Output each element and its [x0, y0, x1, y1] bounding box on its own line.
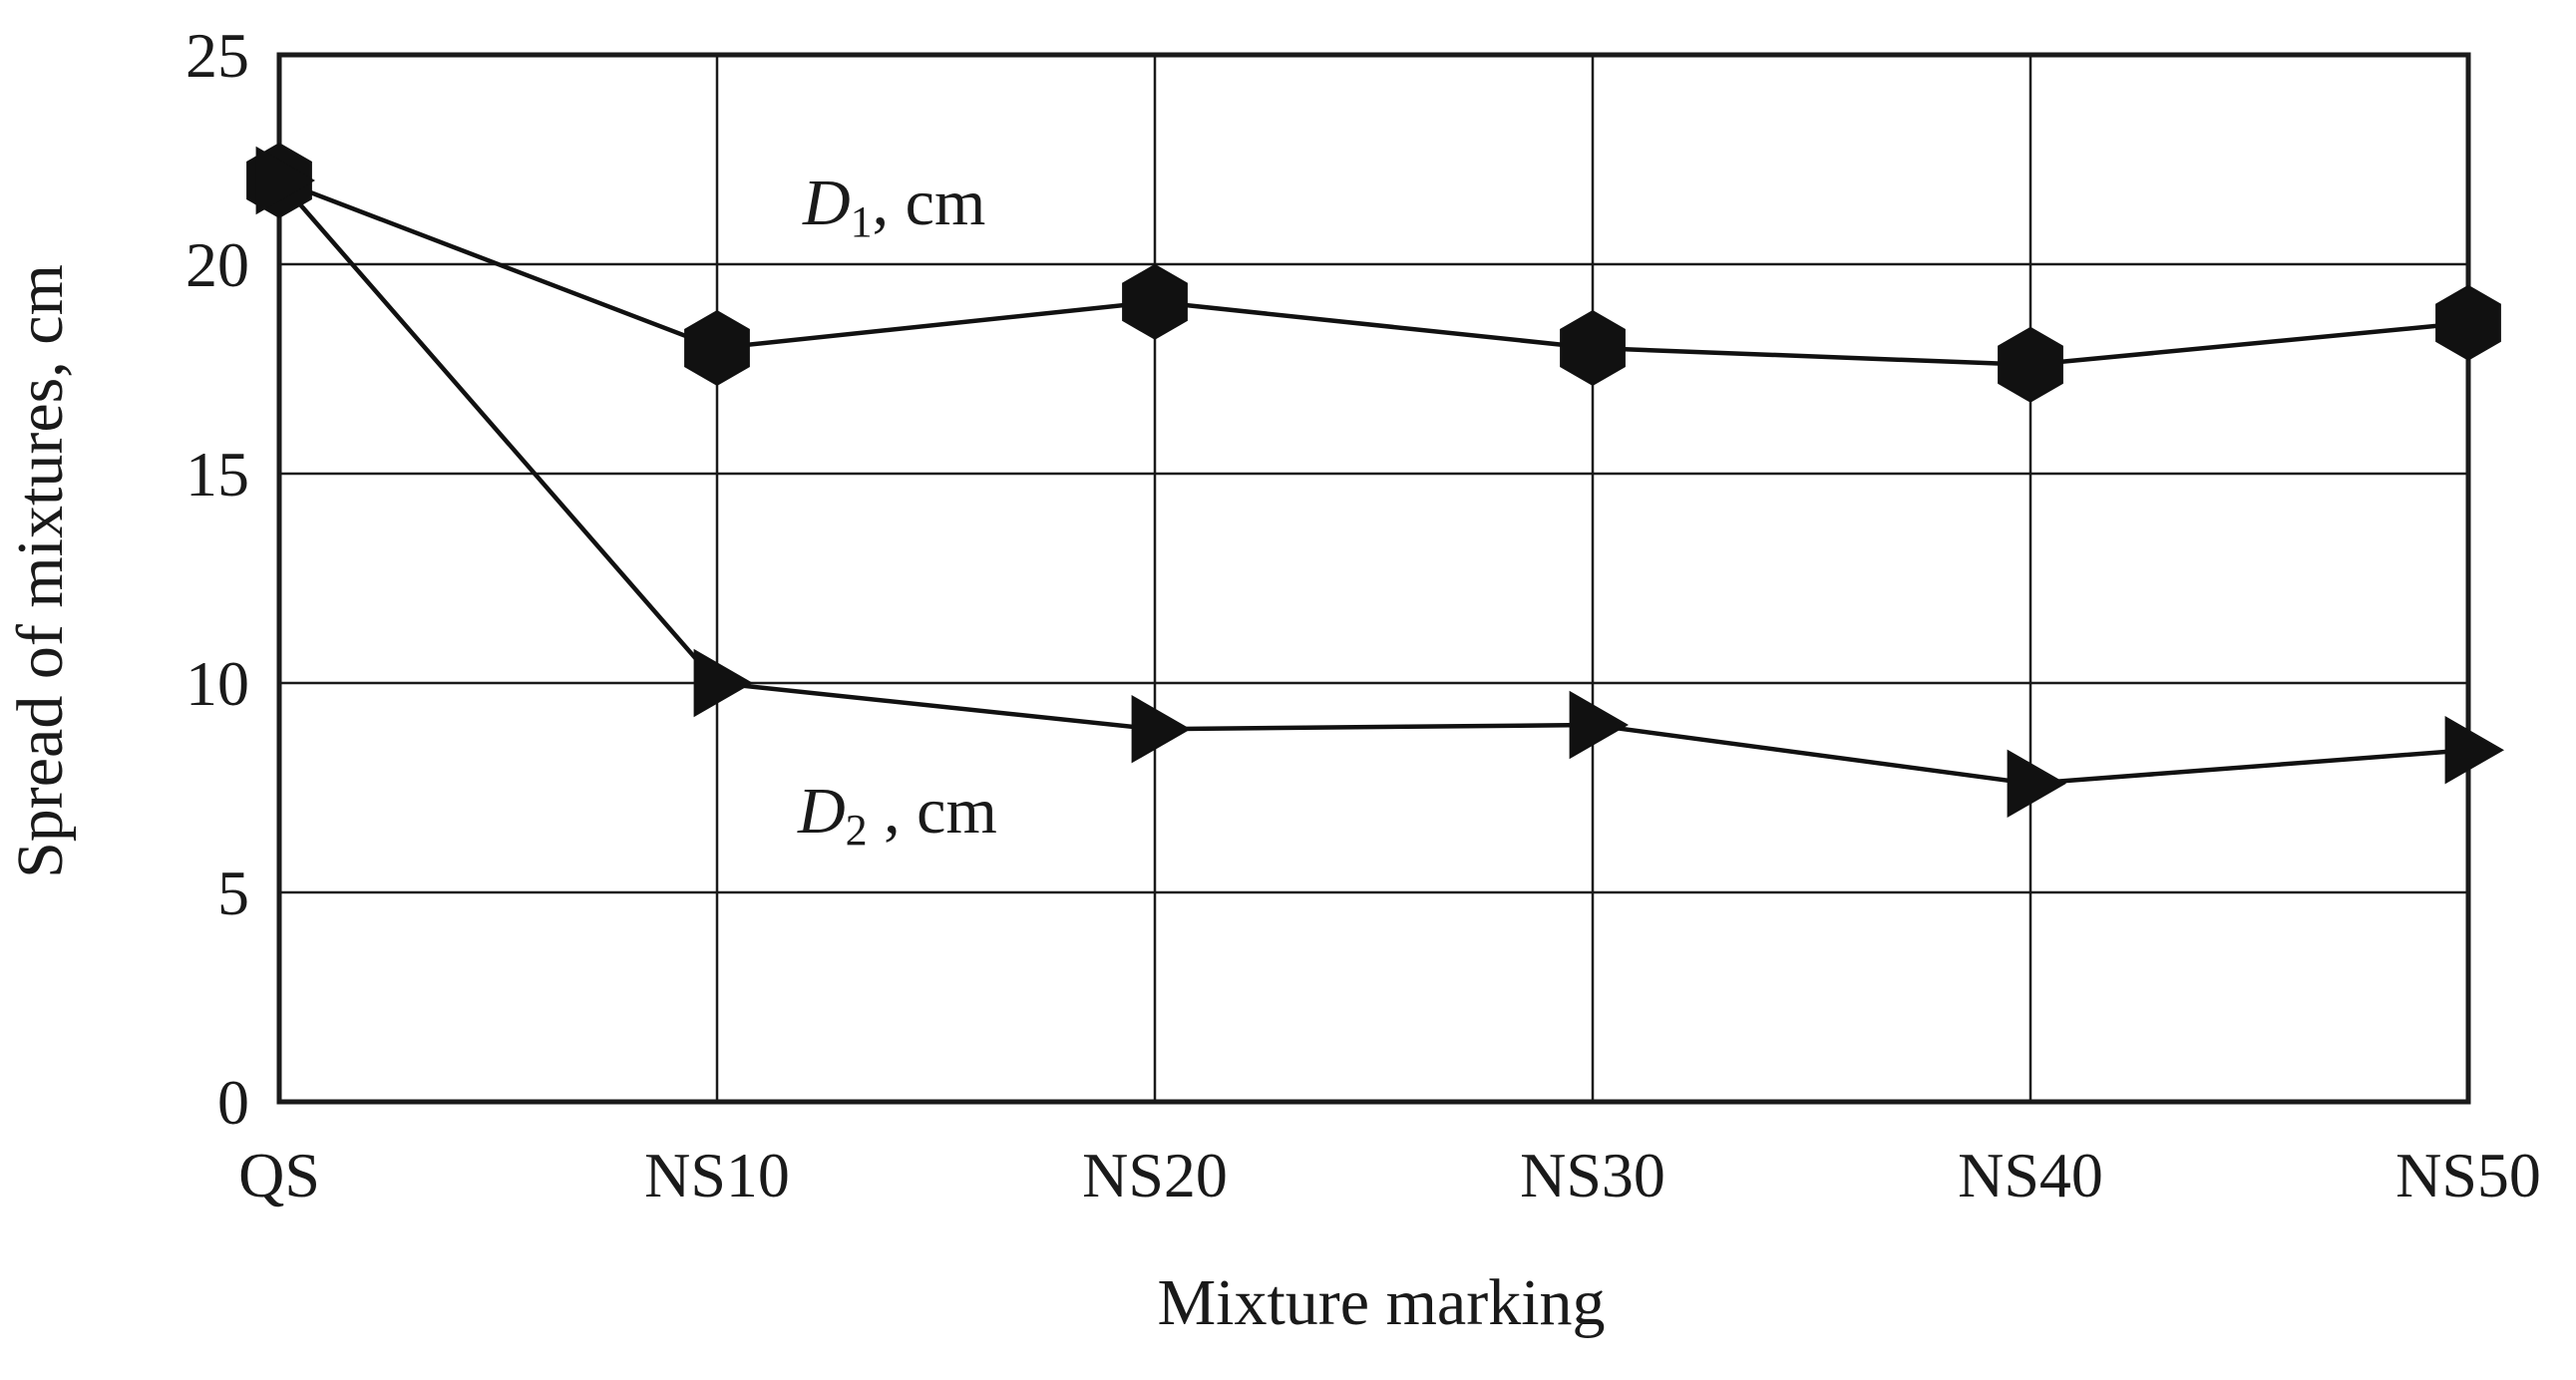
x-tick-label: NS10: [644, 1140, 790, 1210]
series-label-d1-subscript: 1: [851, 197, 873, 246]
series-label-d1-unit: , cm: [873, 167, 986, 239]
y-tick-label: 5: [217, 858, 249, 928]
x-tick-label: QS: [238, 1140, 320, 1210]
x-tick-label: NS50: [2395, 1140, 2541, 1210]
series-label-d2-symbol: D: [797, 775, 846, 848]
y-tick-label: 10: [185, 648, 249, 719]
y-tick-label: 0: [217, 1067, 249, 1138]
y-axis-title: Spread of mixtures, cm: [4, 264, 77, 878]
series-1-point: [1560, 310, 1626, 386]
grid-lines: [279, 55, 2468, 1102]
x-tick-label: NS40: [1958, 1140, 2103, 1210]
x-tick-label: NS30: [1520, 1140, 1665, 1210]
series-label-d2-subscript: 2: [846, 806, 868, 855]
x-tick-label: NS20: [1082, 1140, 1228, 1210]
x-axis-title: Mixture marking: [1157, 1266, 1605, 1339]
x-tick-labels: QS NS10 NS20 NS30 NS40 NS50: [238, 1140, 2541, 1210]
series-line-2: [277, 178, 2469, 787]
series-1-point: [1998, 326, 2063, 403]
series-1-point: [1122, 263, 1188, 340]
series-2-point: [1131, 695, 1191, 764]
series-label-d2-unit: , cm: [868, 775, 997, 848]
series-label-d1-symbol: D: [802, 167, 851, 239]
y-tick-labels: 0 5 10 15 20 25: [185, 20, 249, 1138]
series-label-d1: D1, cm: [802, 167, 985, 246]
series-group: [246, 143, 2504, 818]
series-2-point: [1569, 690, 1629, 760]
series-1-point: [2435, 284, 2501, 361]
y-tick-label: 25: [185, 20, 249, 91]
plot-frame: [276, 52, 2471, 1105]
series-2-point: [2444, 716, 2504, 785]
series-1-point: [684, 310, 750, 386]
series-2-point: [2007, 749, 2066, 818]
series-2-point: [255, 146, 315, 215]
y-tick-label: 20: [185, 229, 249, 300]
series-line-1: [278, 177, 2469, 368]
y-tick-label: 15: [185, 439, 249, 510]
series-label-d2: D2 , cm: [797, 775, 997, 855]
series-2-point: [693, 648, 753, 718]
